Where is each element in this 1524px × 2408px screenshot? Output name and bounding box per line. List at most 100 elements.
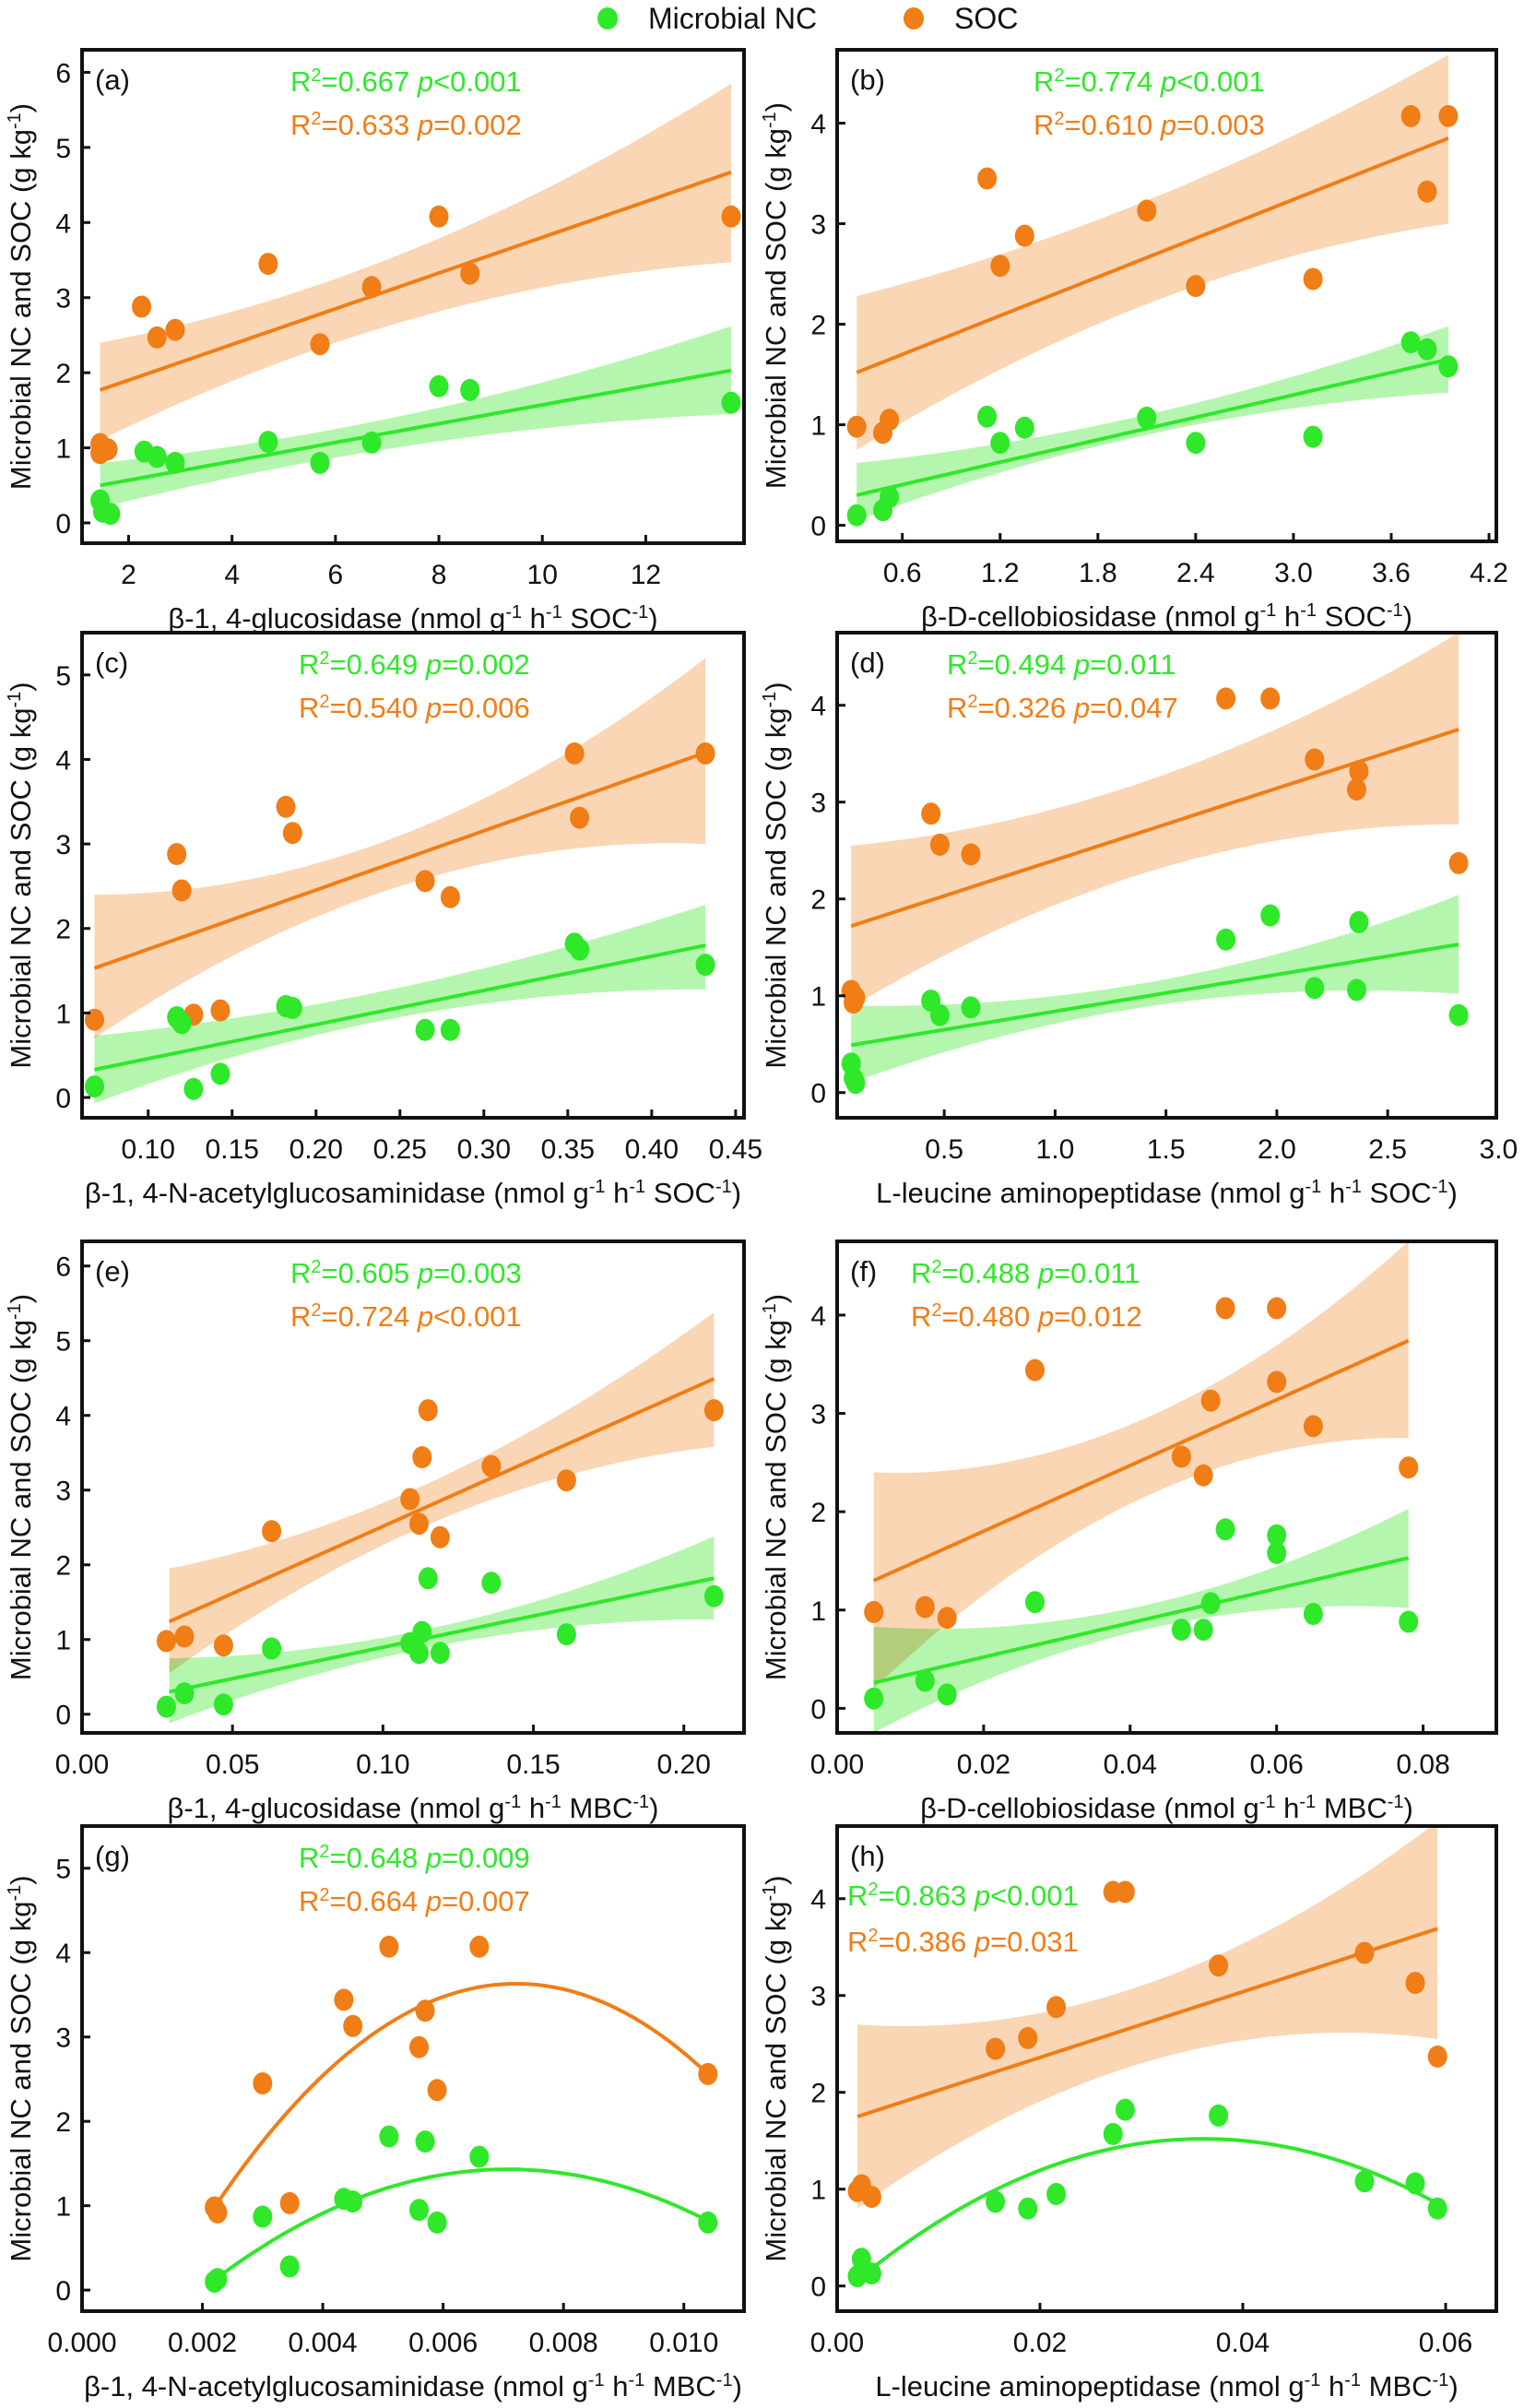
soc-data-point (1046, 1996, 1067, 2019)
x-tick-label: 1.8 (1079, 558, 1117, 588)
soc-data-point (379, 1935, 399, 1958)
nc-data-point (429, 374, 449, 397)
nc-data-point (343, 2190, 363, 2213)
x-tick-label: 12 (631, 560, 661, 590)
soc-confidence-band (851, 633, 1459, 1008)
nc-data-point (415, 2130, 435, 2153)
soc-data-point (1193, 1464, 1213, 1487)
y-tick-label: 3 (810, 1982, 826, 2012)
y-axis-label: Microbial NC and SOC (g kg-1) (5, 1294, 37, 1680)
panel-label: (c) (95, 646, 128, 679)
x-axis-label: β-1, 4-N-acetylglucosaminidase (nmol g-1… (84, 2370, 742, 2402)
y-axis-label: Microbial NC and SOC (g kg-1) (5, 1875, 37, 2261)
y-tick-label: 2 (55, 915, 71, 945)
soc-data-point (1399, 1456, 1419, 1479)
nc-data-point (1448, 1003, 1469, 1026)
nc-data-point (100, 503, 121, 526)
soc-data-point (430, 1525, 450, 1548)
y-tick-label: 2 (55, 2107, 71, 2138)
x-tick-label: 0.10 (122, 1134, 175, 1165)
nc-data-point (570, 938, 590, 961)
nc-data-point (721, 391, 741, 414)
soc-confidence-band (169, 1312, 715, 1674)
nc-data-point (880, 486, 900, 508)
panel-h: 0.00 0.02 0.04 0.06 0 1 2 3 4 L-leucine aminopept… (760, 1824, 1498, 2402)
soc-fit-line (857, 1927, 1438, 2118)
nc-data-point (430, 1642, 450, 1665)
plot-area (864, 1241, 1419, 1733)
nc-data-point (1018, 2197, 1038, 2220)
y-tick-label: 0 (810, 2272, 826, 2303)
soc-data-point (440, 885, 460, 908)
soc-data-point (412, 1446, 432, 1469)
soc-confidence-band (857, 54, 1448, 450)
soc-data-point (409, 2035, 429, 2058)
nc-data-point (409, 1642, 429, 1665)
x-tick-label: 0.06 (1419, 2328, 1472, 2358)
plot-frame (80, 1240, 746, 1735)
y-tick-label: 1 (55, 434, 71, 465)
x-tick-label: 0.15 (206, 1134, 259, 1165)
soc-fit-line (212, 1982, 710, 2209)
y-tick-label: 0 (810, 1694, 826, 1725)
plot-area (85, 658, 715, 1104)
x-tick-label: 0.35 (541, 1134, 595, 1165)
x-tick-label: 8 (431, 560, 447, 590)
nc-data-point (1399, 1610, 1419, 1633)
soc-data-point (415, 1999, 435, 2022)
x-tick-label: 0.05 (206, 1750, 259, 1780)
nc-confidence-band (851, 895, 1459, 1084)
nc-data-point (165, 451, 185, 474)
soc-data-point (1405, 1972, 1425, 1995)
nc-regression-stats: R2=0.863 p<0.001 (847, 1880, 1079, 1912)
nc-data-point (262, 1637, 282, 1660)
x-axis-label: L-leucine aminopeptidase (nmol g-1 h-1 S… (876, 1177, 1458, 1209)
y-tick-label: 3 (55, 1477, 71, 1507)
soc-data-point (921, 802, 941, 825)
soc-data-point (253, 2072, 273, 2094)
nc-data-point (279, 2255, 300, 2278)
soc-fit-line (168, 1377, 715, 1624)
nc-data-point (310, 451, 330, 474)
nc-data-point (207, 2268, 228, 2291)
nc-fit-line (850, 943, 1459, 1048)
soc-data-point (427, 2079, 447, 2102)
y-tick-label: 4 (810, 1301, 826, 1332)
x-axis-label: β-1, 4-glucosidase (nmol g-1 h-1 SOC-1) (168, 602, 657, 635)
soc-regression-stats: R2=0.724 p<0.001 (290, 1300, 522, 1333)
soc-data-point (698, 2062, 718, 2085)
panel-b: 0.6 1.2 1.8 2.4 3.0 3.6 4.2 0 1 2 3 4 β-D-cellobiosi… (760, 48, 1508, 633)
nc-data-point (1137, 406, 1157, 429)
x-tick-label: 6 (328, 560, 344, 590)
y-tick-label: 1 (810, 2176, 826, 2206)
soc-data-point (279, 2191, 300, 2214)
nc-data-point (183, 1077, 204, 1100)
nc-confidence-band (169, 1536, 715, 1724)
soc-data-point (880, 409, 900, 432)
nc-data-point (469, 2145, 490, 2168)
x-tick-label: 2.4 (1176, 558, 1215, 588)
soc-regression-stats: R2=0.610 p=0.003 (1034, 109, 1265, 141)
y-tick-label: 5 (55, 1855, 71, 1885)
x-tick-label: 0.5 (925, 1134, 963, 1165)
nc-data-point (171, 1012, 192, 1035)
y-tick-label: 0 (55, 509, 71, 540)
y-tick-label: 1 (55, 1626, 71, 1656)
plot-area (90, 83, 741, 526)
nc-data-point (556, 1623, 576, 1646)
soc-data-point (207, 2201, 228, 2224)
y-tick-label: 3 (810, 1400, 826, 1430)
x-tick-label: 4 (224, 560, 240, 590)
nc-data-point (1193, 1619, 1213, 1642)
x-tick-label: 2.0 (1258, 1134, 1296, 1165)
nc-data-point (986, 2190, 1006, 2213)
nc-data-point (213, 1693, 233, 1716)
soc-data-point (262, 1520, 282, 1543)
nc-data-point (703, 1584, 724, 1607)
nc-data-point (1200, 1592, 1221, 1615)
soc-data-point (343, 2014, 363, 2037)
nc-fit-line (213, 2167, 709, 2282)
y-tick-label: 4 (810, 110, 826, 140)
x-tick-label: 4.2 (1470, 558, 1508, 588)
